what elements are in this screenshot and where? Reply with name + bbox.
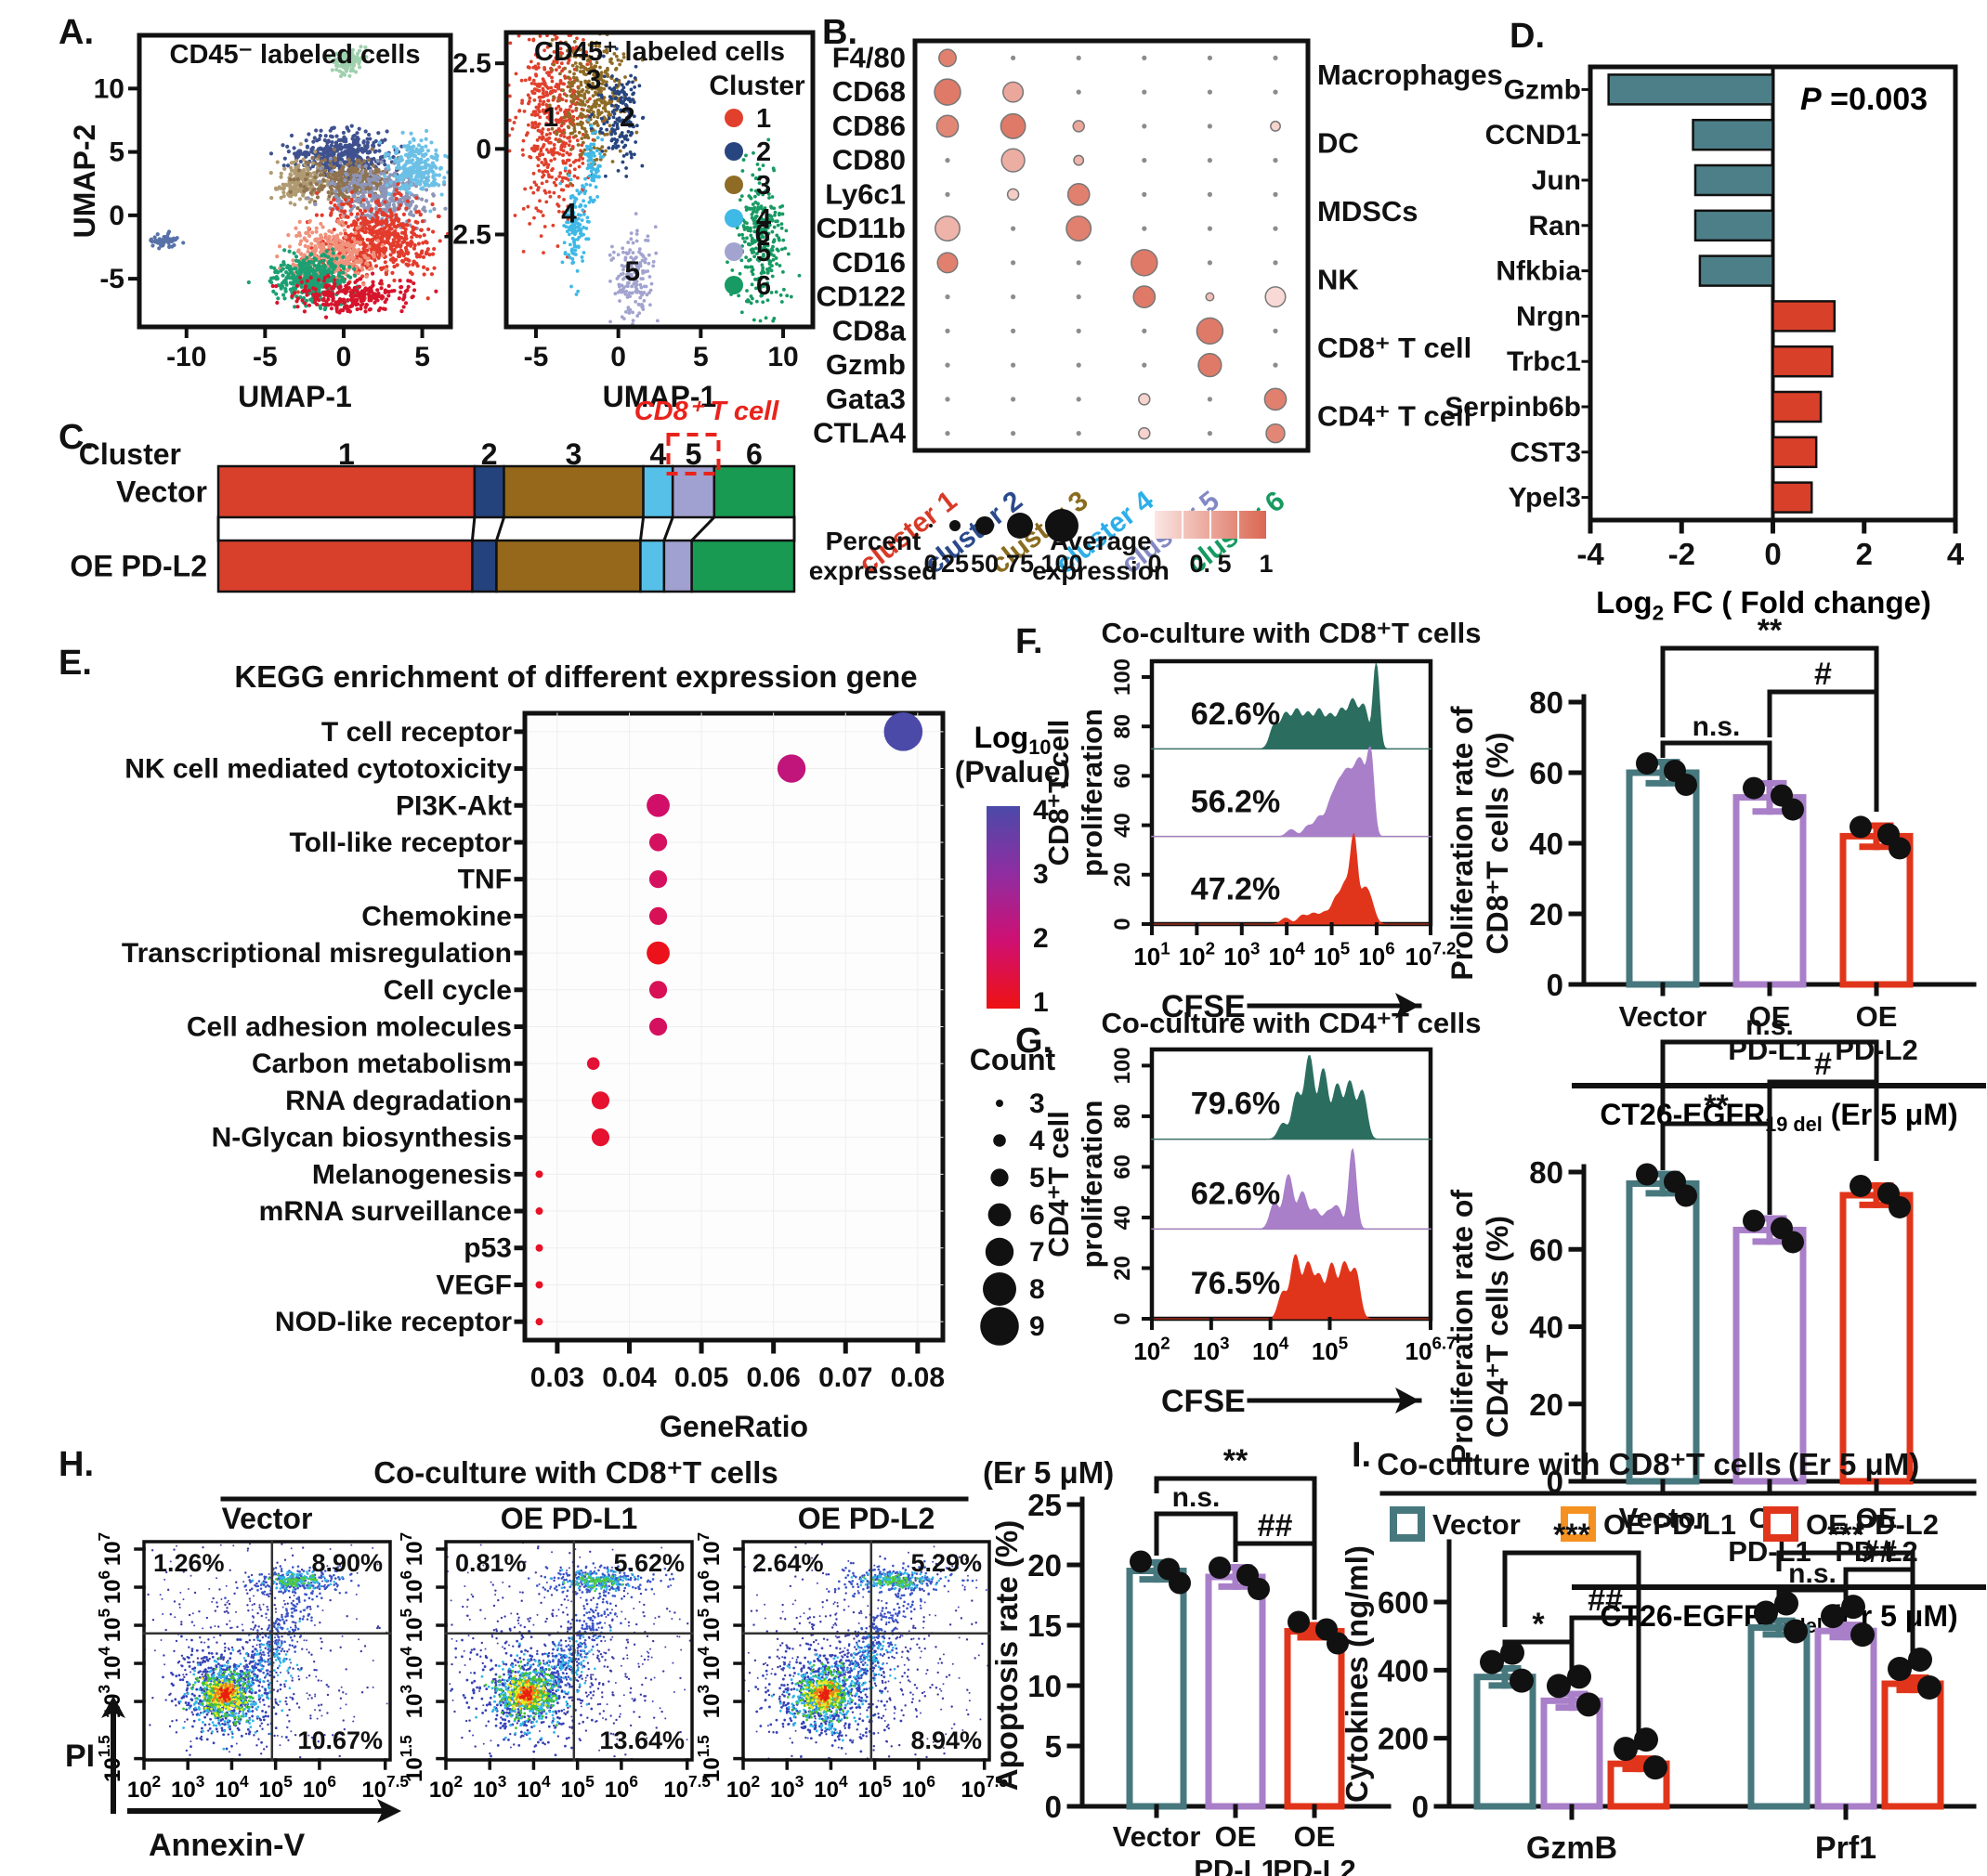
svg-text:5: 5 [109, 137, 124, 168]
panel-g-bars: 020406080VectorOEPD-L1OEPD-L2n.s.#**CT26… [1445, 1010, 1986, 1637]
panel-b-label: B. [822, 13, 857, 52]
panel-i-cytokines: Co-culture with CD8⁺T cells (Er 5 μM)Vect… [1340, 1447, 1977, 1866]
panel-e-kegg: KEGG enrichment of different expression … [122, 659, 1070, 1443]
panel-g-label: G. [1015, 1022, 1053, 1061]
panel-h-label: H. [59, 1445, 94, 1484]
panel-i-label: I. [1352, 1436, 1372, 1475]
panel-f-hist: Co-culture with CD8⁺T cells62.6%56.2%47.… [1042, 617, 1482, 1024]
svg-text:-5: -5 [99, 264, 124, 294]
flow-plot-1 [446, 1542, 692, 1760]
panel-d-label: D. [1510, 17, 1545, 56]
svg-text:5: 5 [414, 342, 430, 372]
svg-text:-5: -5 [253, 342, 278, 372]
panel-f-label: F. [1015, 622, 1043, 661]
flow-plot-0 [144, 1542, 388, 1760]
svg-text:0: 0 [109, 201, 124, 231]
svg-text:10: 10 [94, 73, 124, 104]
panel-d-bars: GzmbCCND1JunRanNfkbiaNrgnTrbc1Serpinb6bC… [1444, 64, 1965, 624]
svg-text:-10: -10 [166, 342, 206, 372]
panel-h-flow: Co-culture with CD8⁺T cells (Er 5 μM)Vect… [65, 1455, 1114, 1863]
flow-plot-2 [743, 1542, 989, 1760]
svg-text:0: 0 [336, 342, 352, 372]
panel-a-umaps: CD45⁻ labeled cells -10 -5 0 5 -5 0 5 10 UMAP-1 UM… [68, 30, 816, 413]
umap-plot-0 [149, 43, 451, 319]
panel-b-dotplot: F4/80CD68CD86CD80Ly6c1CD11bCD16CD122CD8a… [809, 38, 1503, 585]
svg-text:CD45⁻ labeled cells: CD45⁻ labeled cells [170, 40, 421, 70]
panel-c-label: C. [59, 418, 94, 457]
panel-g-hist: Co-culture with CD4⁺T cells79.6%62.6%76.… [1042, 1007, 1482, 1419]
panel-e-label: E. [59, 644, 92, 683]
umap-plot-1 [506, 33, 802, 326]
svg-text:UMAP-2: UMAP-2 [68, 124, 101, 239]
panel-a-label: A. [59, 13, 94, 52]
svg-text:UMAP-1: UMAP-1 [238, 380, 352, 413]
